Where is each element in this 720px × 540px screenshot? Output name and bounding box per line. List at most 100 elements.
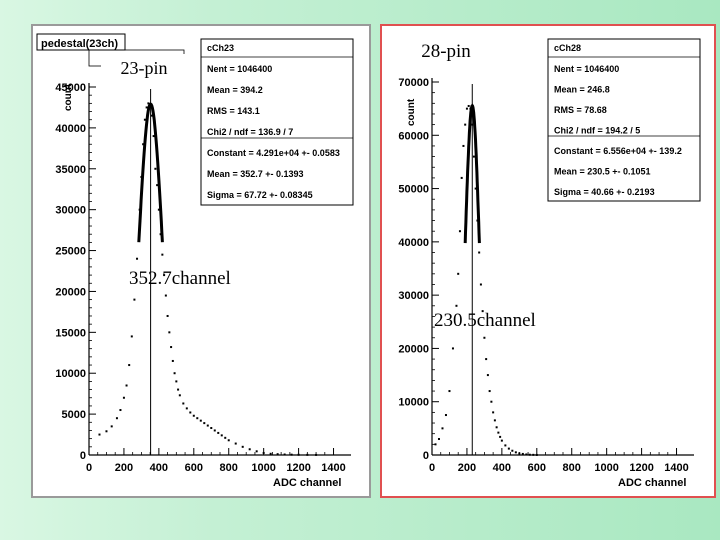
data-point <box>143 118 146 121</box>
data-point <box>488 390 491 393</box>
data-point <box>206 424 209 427</box>
x-tick-label: 1000 <box>251 462 275 474</box>
pin-label: 23-pin <box>101 54 187 82</box>
data-point <box>150 114 153 117</box>
stat-row: Sigma = 67.72 +- 0.08345 <box>207 190 313 200</box>
data-point <box>290 453 293 456</box>
x-tick-label: 400 <box>493 462 511 474</box>
data-point <box>248 448 251 451</box>
data-point <box>474 187 477 190</box>
x-tick-label: 200 <box>115 462 133 474</box>
data-point <box>306 453 309 456</box>
stat-row: Sigma = 40.66 +- 0.2193 <box>554 187 655 197</box>
y-tick-label: 10000 <box>398 397 429 409</box>
stat-box <box>547 38 701 202</box>
data-point <box>458 230 461 233</box>
right-histogram-panel: count cCh28 Nent = 1046400 Mean = 246.8 RM… <box>380 24 716 498</box>
x-tick-label: 800 <box>220 462 238 474</box>
x-tick-label: 400 <box>150 462 168 474</box>
data-point <box>157 208 160 211</box>
stat-row: Mean = 352.7 +- 0.1393 <box>207 169 304 179</box>
data-point <box>448 390 451 393</box>
data-point <box>255 450 258 453</box>
data-point <box>504 444 507 447</box>
data-point <box>490 400 493 403</box>
y-tick-label: 40000 <box>398 237 429 249</box>
data-point <box>511 449 514 452</box>
data-point <box>507 447 510 450</box>
data-point <box>521 452 524 455</box>
data-point <box>147 102 150 105</box>
data-point <box>283 453 286 456</box>
data-point <box>434 443 437 446</box>
data-point <box>110 425 113 428</box>
data-point <box>525 453 528 456</box>
data-point <box>262 451 265 454</box>
stat-row: Mean = 230.5 +- 0.1051 <box>554 167 651 177</box>
stat-row: RMS = 143.1 <box>207 106 260 116</box>
data-point <box>203 422 206 425</box>
y-tick-label: 0 <box>423 450 429 462</box>
x-tick-label: 800 <box>563 462 581 474</box>
data-point <box>152 135 155 138</box>
data-point <box>269 452 272 455</box>
data-point <box>164 294 167 297</box>
data-point <box>457 272 460 275</box>
y-tick-label: 10000 <box>55 368 86 380</box>
data-point <box>125 384 128 387</box>
y-tick-label: 20000 <box>398 343 429 355</box>
data-point <box>220 434 223 437</box>
data-point <box>196 417 199 420</box>
x-tick-label: 1400 <box>321 462 345 474</box>
data-point <box>497 431 500 434</box>
data-point <box>464 123 467 126</box>
y-tick-label: 40000 <box>55 123 86 135</box>
x-tick-label: 600 <box>528 462 546 474</box>
data-point <box>182 402 185 405</box>
x-tick-label: 1000 <box>594 462 618 474</box>
data-point <box>460 176 463 179</box>
data-point <box>163 274 166 277</box>
data-point <box>495 426 498 429</box>
stat-row: Constant = 4.291e+04 +- 0.0583 <box>207 148 340 158</box>
data-point <box>119 409 122 412</box>
data-point <box>481 310 484 313</box>
data-point <box>177 388 180 391</box>
data-point <box>486 374 489 377</box>
data-point <box>199 419 202 422</box>
data-point <box>471 123 474 126</box>
y-axis-label: count <box>406 98 417 126</box>
data-point <box>217 431 220 434</box>
y-tick-label: 60000 <box>398 130 429 142</box>
stat-row: Mean = 246.8 <box>554 85 610 95</box>
data-point <box>105 430 108 433</box>
data-point <box>467 104 470 107</box>
data-point <box>213 429 216 432</box>
stat-row: Nent = 1046400 <box>207 64 272 74</box>
y-tick-label: 45000 <box>55 82 86 94</box>
data-point <box>241 445 244 448</box>
x-axis-label: ADC channel <box>273 477 341 489</box>
data-point <box>142 143 145 146</box>
data-point <box>492 411 495 414</box>
stat-box-title: cCh28 <box>554 43 581 53</box>
data-point <box>133 298 136 301</box>
data-point <box>175 380 178 383</box>
data-point <box>115 417 118 420</box>
stat-row: Mean = 394.2 <box>207 85 263 95</box>
stat-row: Constant = 6.556e+04 +- 139.2 <box>554 146 682 156</box>
data-point <box>455 304 458 307</box>
data-point <box>189 411 192 414</box>
y-tick-label: 50000 <box>398 184 429 196</box>
x-tick-label: 1200 <box>286 462 310 474</box>
data-point <box>465 107 468 110</box>
stat-row: RMS = 78.68 <box>554 105 607 115</box>
data-point <box>156 184 159 187</box>
data-point <box>98 433 101 436</box>
x-tick-label: 0 <box>429 462 435 474</box>
data-point <box>483 336 486 339</box>
y-tick-label: 0 <box>80 450 86 462</box>
data-point <box>122 396 125 399</box>
data-point <box>532 453 535 456</box>
stat-row: Nent = 1046400 <box>554 64 619 74</box>
